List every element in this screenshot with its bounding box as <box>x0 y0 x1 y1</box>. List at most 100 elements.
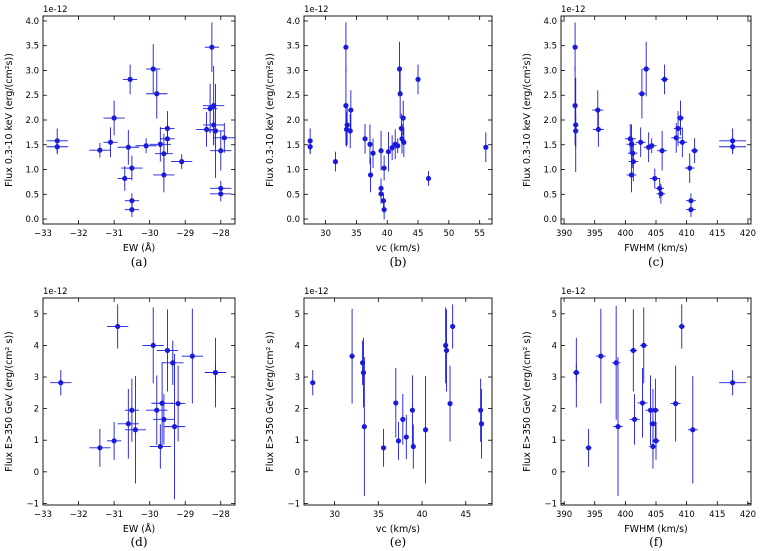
point-marker <box>675 125 681 132</box>
data-point <box>400 100 406 136</box>
data-point <box>146 44 161 94</box>
point-marker <box>378 148 384 154</box>
point-marker <box>393 400 399 406</box>
data-point <box>121 155 143 181</box>
data-point <box>415 64 421 95</box>
y-tick-label: 3.5 <box>286 42 300 52</box>
panel-caption: (f) <box>649 535 663 549</box>
data-point <box>156 309 179 392</box>
point-marker <box>175 400 181 407</box>
point-marker <box>218 191 224 197</box>
point-marker <box>349 353 355 359</box>
point-marker <box>161 172 167 178</box>
data-point <box>478 389 485 459</box>
panel-caption: (e) <box>390 535 406 549</box>
data-point <box>307 139 313 155</box>
point-marker <box>443 342 449 349</box>
point-marker <box>400 115 406 121</box>
panel-caption: (a) <box>131 255 148 269</box>
point-marker <box>211 122 217 128</box>
x-tick-label: −30 <box>141 510 159 520</box>
point-marker <box>478 407 484 413</box>
x-tick-label: 390 <box>556 229 572 239</box>
data-point <box>117 166 132 191</box>
data-point <box>396 41 403 97</box>
data-point <box>385 131 392 172</box>
data-point <box>103 100 125 136</box>
data-point <box>595 308 606 404</box>
data-point <box>89 142 111 158</box>
y-tick-label: 1 <box>34 436 39 446</box>
point-marker <box>385 149 392 155</box>
point-marker <box>422 427 429 433</box>
data-point <box>343 66 349 146</box>
point-marker <box>54 144 60 150</box>
point-marker <box>615 424 621 430</box>
data-point <box>50 370 72 396</box>
x-axis-label: FWHM (km/s) <box>624 524 688 535</box>
point-marker <box>370 150 376 156</box>
point-marker <box>628 172 635 178</box>
data-point <box>656 183 666 204</box>
axes-frame <box>303 297 493 506</box>
x-axis-label: EW (Å) <box>123 523 155 535</box>
point-marker <box>332 159 339 165</box>
data-point <box>649 168 660 189</box>
data-point <box>626 157 637 193</box>
point-marker <box>129 407 135 413</box>
y-tick-label: 4 <box>552 341 557 351</box>
panel-c: 390 395 400 405 410 415 420 0.0 0.5 1.0 1.5 2.0 2.5 3… <box>522 5 756 269</box>
point-marker <box>572 44 578 50</box>
x-tick-label: 40 <box>417 510 428 520</box>
point-marker <box>661 76 668 82</box>
x-tick-label: 405 <box>648 229 664 239</box>
data-point <box>638 68 646 119</box>
point-marker <box>161 416 167 422</box>
x-tick-label: 55 <box>474 229 485 239</box>
data-point <box>380 193 387 209</box>
x-axis-label: FWHM (km/s) <box>624 243 688 254</box>
data-point <box>450 304 456 349</box>
data-point <box>677 127 688 158</box>
data-point <box>123 64 138 95</box>
point-marker <box>687 165 693 171</box>
point-marker <box>688 207 694 213</box>
data-point <box>652 421 660 460</box>
point-marker <box>730 380 736 386</box>
data-point <box>684 153 695 183</box>
point-marker <box>380 445 387 451</box>
point-marker <box>212 369 219 376</box>
point-marker <box>150 66 156 72</box>
y-tick-label: 2 <box>552 405 557 415</box>
data-point <box>645 375 656 445</box>
point-marker <box>347 128 353 134</box>
point-marker <box>595 126 601 133</box>
data-point <box>447 365 453 442</box>
data-point <box>397 68 403 119</box>
point-marker <box>164 347 171 354</box>
point-marker <box>478 421 485 427</box>
data-point <box>400 394 406 445</box>
data-point <box>611 305 621 420</box>
y-tick-label: 3 <box>295 373 300 383</box>
y-tick-label: 0.0 <box>25 215 39 225</box>
data-point <box>676 100 685 136</box>
y-tick-label: 3 <box>552 373 557 383</box>
y-tick-label: −1 <box>26 499 39 509</box>
x-tick-label: −28 <box>212 229 230 239</box>
point-marker <box>397 91 403 97</box>
y-tick-label: 1.0 <box>25 166 39 176</box>
data-point <box>719 370 747 396</box>
data-point <box>686 202 696 218</box>
y-tick-label: 0.5 <box>25 190 39 200</box>
point-marker <box>157 141 163 147</box>
point-marker <box>450 323 456 330</box>
point-marker <box>170 360 176 366</box>
point-marker <box>630 347 636 354</box>
point-marker <box>171 424 178 430</box>
panel-a: −33 −32 −31 −30 −29 −28 0.0 0.5 1.0 1.5 2.0 2.5 3.0 3… <box>4 5 236 269</box>
y-tick-label: 1.5 <box>543 141 557 151</box>
point-marker <box>361 424 367 430</box>
data-point <box>46 139 68 155</box>
